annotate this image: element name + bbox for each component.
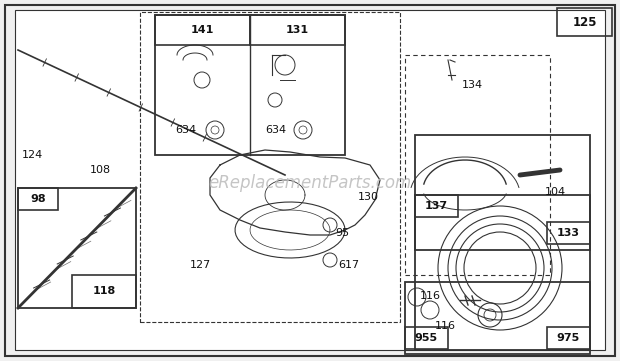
Text: 141: 141	[190, 25, 214, 35]
Text: 133: 133	[557, 228, 580, 238]
Bar	[547, 222, 590, 244]
Bar	[547, 327, 590, 349]
Text: 108: 108	[90, 165, 111, 175]
Bar	[415, 135, 590, 250]
Bar	[405, 282, 590, 354]
Text: 134: 134	[462, 80, 483, 90]
Text: 955: 955	[414, 333, 438, 343]
Bar	[18, 188, 58, 210]
Text: 975: 975	[556, 333, 580, 343]
Text: 127: 127	[190, 260, 211, 270]
Bar	[405, 327, 448, 349]
Text: 617: 617	[338, 260, 359, 270]
Text: 130: 130	[358, 192, 379, 202]
Bar	[18, 188, 136, 308]
Text: 116: 116	[435, 321, 456, 331]
Bar	[250, 15, 345, 45]
Text: 118: 118	[92, 286, 115, 296]
Bar	[415, 195, 458, 217]
Text: 634: 634	[265, 125, 286, 135]
Text: 137: 137	[425, 201, 448, 211]
Bar	[155, 15, 250, 45]
Text: 95: 95	[335, 228, 349, 238]
Bar	[72, 275, 136, 308]
Bar	[155, 15, 345, 155]
Text: 125: 125	[572, 16, 596, 29]
Text: 116: 116	[420, 291, 441, 301]
Bar	[140, 12, 400, 322]
Text: 124: 124	[22, 150, 43, 160]
Bar	[557, 8, 612, 36]
Text: 131: 131	[285, 25, 309, 35]
Bar	[415, 195, 590, 350]
Text: 104: 104	[545, 187, 566, 197]
Bar	[405, 55, 550, 275]
Text: eReplacementParts.com: eReplacementParts.com	[208, 174, 412, 192]
Text: 98: 98	[30, 194, 46, 204]
Text: 634: 634	[175, 125, 196, 135]
